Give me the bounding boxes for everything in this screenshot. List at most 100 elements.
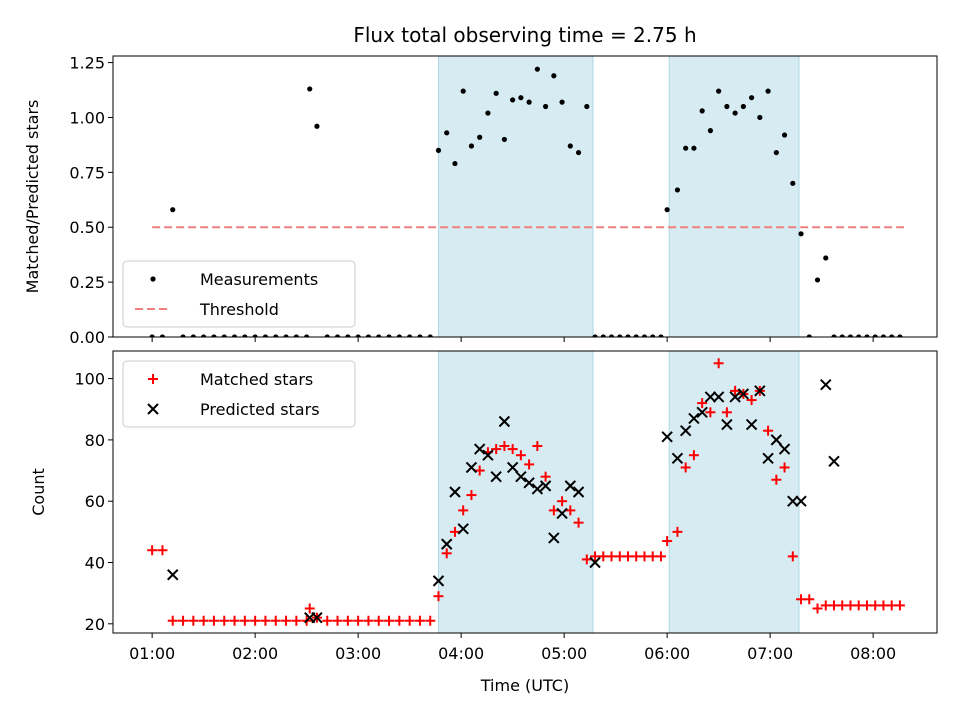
data-point (704, 391, 717, 403)
data-point (658, 334, 664, 337)
data-point (625, 334, 631, 337)
data-point (823, 255, 829, 261)
legend-entry: Threshold (135, 300, 279, 319)
data-point (674, 187, 681, 193)
data-point (778, 443, 791, 455)
data-point (773, 149, 779, 156)
y-tick-label: 0.00 (69, 328, 105, 347)
data-point (662, 536, 673, 547)
data-point (889, 334, 895, 337)
data-point (771, 474, 782, 485)
data-point (705, 407, 716, 418)
data-point (812, 603, 823, 614)
data-point (501, 136, 507, 143)
data-point (229, 615, 240, 626)
data-point (688, 450, 699, 461)
data-point (322, 615, 333, 626)
data-point (506, 461, 519, 474)
data-point (864, 334, 870, 337)
data-point (334, 334, 341, 337)
legend-label: Measurements (200, 270, 318, 289)
data-point (707, 128, 714, 134)
panel-ratio: 0.00 0.25 0.50 0.75 1.00 1.25 Matched/Predicte… (23, 54, 938, 347)
data-point (548, 505, 559, 516)
data-point (404, 615, 415, 626)
data-point (441, 538, 453, 550)
shaded-interval-1 (437, 350, 594, 634)
data-point (661, 431, 673, 443)
x-tick-label: 05:00 (541, 644, 587, 663)
y-tick-label: 0.25 (69, 273, 105, 292)
data-point (180, 334, 186, 337)
y-tick-label: 80 (85, 431, 105, 450)
y-tick-label: 40 (85, 554, 105, 573)
data-point (507, 444, 518, 455)
data-point (449, 486, 461, 498)
y-tick-label: 20 (85, 615, 105, 634)
legend-count: Matched stars Predicted stars (122, 360, 356, 428)
legend-marker (147, 403, 159, 415)
data-point (688, 412, 700, 425)
data-point (365, 334, 372, 337)
data-point (671, 452, 684, 464)
data-point (491, 444, 502, 455)
data-point (565, 505, 576, 516)
data-point (281, 615, 292, 626)
data-point (745, 418, 758, 431)
x-axis-label: Time (UTC) (480, 676, 569, 695)
data-point (441, 548, 452, 559)
data-point (608, 334, 615, 337)
data-point (699, 108, 705, 114)
y-tick-label: 0.50 (69, 218, 105, 237)
legend-box (122, 260, 356, 328)
panel-count: 20 40 60 80 100 01:00 02:00 03:00 04:00 05:00 06:0… (29, 350, 938, 695)
data-point (721, 407, 732, 418)
data-point (672, 526, 683, 537)
data-point (188, 615, 199, 626)
x-tick-label: 04:00 (438, 644, 484, 663)
data-point (551, 73, 557, 79)
panels-group: 0.00 0.25 0.50 0.75 1.00 1.25 Matched/Predicte… (23, 54, 938, 695)
data-point (770, 434, 783, 446)
data-point (523, 477, 535, 489)
shaded-interval-1 (437, 55, 594, 338)
data-point (345, 334, 351, 337)
data-point (518, 95, 524, 101)
axes-frame-count (112, 350, 938, 634)
data-point (417, 334, 423, 337)
data-point (765, 88, 771, 94)
data-point (696, 406, 708, 419)
series-measurements (149, 66, 903, 337)
data-point (584, 103, 590, 110)
data-point (499, 441, 510, 452)
data-point (795, 495, 807, 507)
data-point (353, 615, 364, 626)
data-point (407, 334, 413, 337)
data-point (466, 490, 477, 501)
data-point (737, 388, 750, 400)
data-point (730, 385, 741, 396)
data-point (564, 480, 577, 492)
data-point (167, 615, 178, 626)
data-point (515, 450, 526, 461)
data-point (754, 385, 766, 397)
plot-area-ratio (149, 66, 905, 337)
data-point (435, 147, 442, 153)
data-point (262, 334, 269, 337)
series-matched-stars (147, 358, 905, 626)
data-point (449, 526, 460, 537)
shaded-interval-2 (668, 350, 800, 634)
legend-box (122, 360, 356, 428)
data-point (178, 615, 189, 626)
x-tick-label: 03:00 (335, 644, 381, 663)
data-point (664, 207, 670, 213)
data-point (432, 575, 445, 587)
plot-area-count (147, 358, 905, 626)
data-point (804, 594, 815, 605)
data-point (157, 545, 168, 556)
data-point (539, 480, 552, 492)
data-point (465, 461, 478, 474)
data-point (894, 600, 905, 611)
data-point (532, 441, 543, 452)
data-point (721, 418, 733, 431)
